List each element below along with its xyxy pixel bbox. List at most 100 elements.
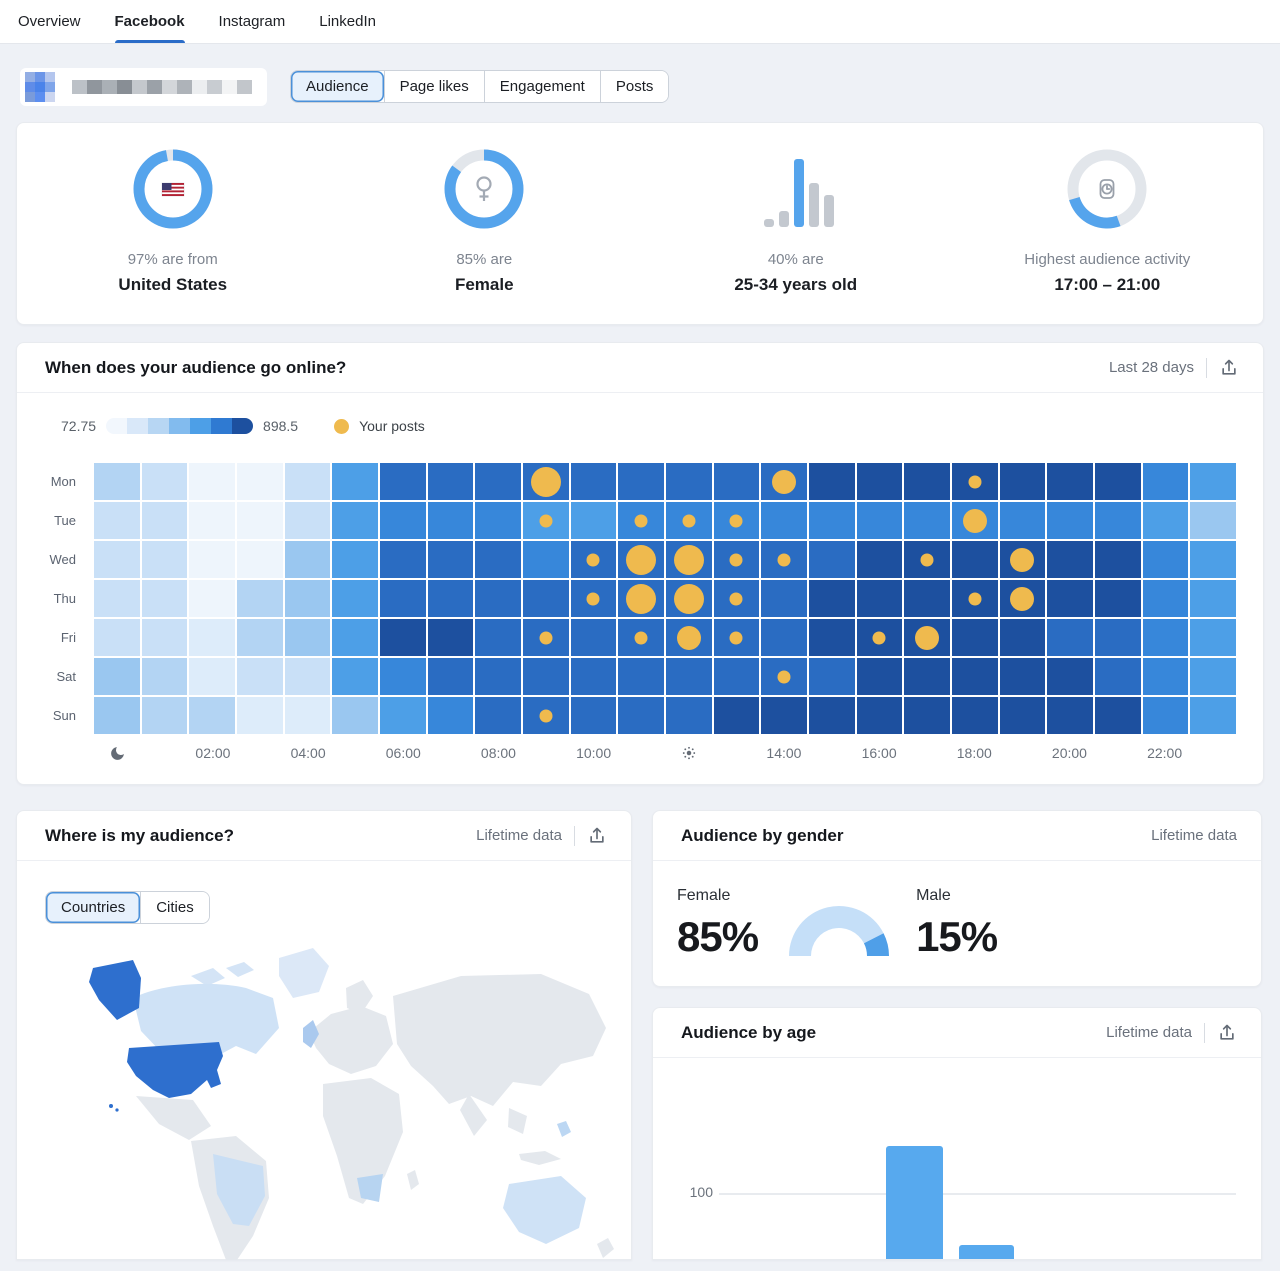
heatmap-cell-sun-16[interactable]: [856, 697, 903, 734]
heatmap-cell-wed-3[interactable]: [237, 541, 283, 578]
your-post-dot[interactable]: [1010, 547, 1035, 572]
heatmap-cell-sat-11[interactable]: [618, 658, 664, 695]
heatmap-cell-tue-7[interactable]: [427, 502, 474, 539]
heatmap-cell-mon-13[interactable]: [713, 463, 760, 500]
heatmap-cell-fri-20[interactable]: [1047, 619, 1093, 656]
heatmap-cell-mon-18[interactable]: [952, 463, 998, 500]
heatmap-cell-sat-5[interactable]: [332, 658, 378, 695]
heatmap-cell-fri-5[interactable]: [332, 619, 378, 656]
heatmap-cell-tue-10[interactable]: [570, 502, 617, 539]
heatmap-cell-sun-2[interactable]: [189, 697, 235, 734]
heatmap-cell-wed-17[interactable]: [904, 541, 950, 578]
heatmap-cell-tue-19[interactable]: [999, 502, 1046, 539]
heatmap-cell-wed-5[interactable]: [332, 541, 378, 578]
heatmap-cell-thu-4[interactable]: [284, 580, 331, 617]
heatmap-cell-mon-23[interactable]: [1190, 463, 1236, 500]
heatmap-cell-sat-2[interactable]: [189, 658, 235, 695]
profile-chip[interactable]: [20, 68, 267, 106]
your-post-dot[interactable]: [530, 466, 561, 497]
heatmap-cell-tue-17[interactable]: [904, 502, 950, 539]
tab-overview[interactable]: Overview: [18, 13, 81, 30]
heatmap-cell-tue-23[interactable]: [1190, 502, 1236, 539]
heatmap-cell-sun-20[interactable]: [1047, 697, 1093, 734]
heatmap-cell-wed-4[interactable]: [284, 541, 331, 578]
heatmap-cell-tue-14[interactable]: [761, 502, 807, 539]
heatmap-cell-thu-9[interactable]: [523, 580, 569, 617]
heatmap-cell-wed-7[interactable]: [427, 541, 474, 578]
heatmap-cell-wed-14[interactable]: [761, 541, 807, 578]
heatmap-cell-sat-1[interactable]: [141, 658, 188, 695]
heatmap-cell-tue-9[interactable]: [523, 502, 569, 539]
heatmap-cell-fri-6[interactable]: [380, 619, 426, 656]
your-post-dot[interactable]: [968, 475, 982, 488]
heatmap-cell-tue-13[interactable]: [713, 502, 760, 539]
heatmap-cell-mon-0[interactable]: [94, 463, 140, 500]
heatmap-cell-fri-0[interactable]: [94, 619, 140, 656]
heatmap-cell-mon-19[interactable]: [999, 463, 1046, 500]
heatmap-cell-mon-10[interactable]: [570, 463, 617, 500]
heatmap-cell-wed-18[interactable]: [952, 541, 998, 578]
heatmap-cell-wed-13[interactable]: [713, 541, 760, 578]
heatmap-cell-sat-15[interactable]: [809, 658, 855, 695]
view-tab-audience[interactable]: Audience: [291, 71, 384, 102]
heatmap-cell-sun-5[interactable]: [332, 697, 378, 734]
heatmap-cell-wed-10[interactable]: [570, 541, 617, 578]
your-post-dot[interactable]: [729, 553, 743, 566]
heatmap-cell-mon-9[interactable]: [523, 463, 569, 500]
heatmap-cell-tue-11[interactable]: [618, 502, 664, 539]
heatmap-cell-sun-1[interactable]: [141, 697, 188, 734]
heatmap-cell-thu-16[interactable]: [856, 580, 903, 617]
heatmap-cell-sun-23[interactable]: [1190, 697, 1236, 734]
your-post-dot[interactable]: [539, 631, 553, 644]
export-button[interactable]: [587, 826, 607, 846]
heatmap-cell-mon-16[interactable]: [856, 463, 903, 500]
date-range-label[interactable]: Last 28 days: [1108, 359, 1194, 376]
heatmap-cell-sat-19[interactable]: [999, 658, 1046, 695]
heatmap-cell-thu-23[interactable]: [1190, 580, 1236, 617]
heatmap-cell-sat-16[interactable]: [856, 658, 903, 695]
your-post-dot[interactable]: [676, 625, 701, 650]
heatmap-cell-tue-12[interactable]: [666, 502, 712, 539]
heatmap-cell-sun-11[interactable]: [618, 697, 664, 734]
heatmap-cell-sun-15[interactable]: [809, 697, 855, 734]
heatmap-cell-sat-4[interactable]: [284, 658, 331, 695]
heatmap-cell-fri-9[interactable]: [523, 619, 569, 656]
heatmap-cell-thu-10[interactable]: [570, 580, 617, 617]
heatmap-cell-mon-21[interactable]: [1095, 463, 1141, 500]
heatmap-cell-sun-21[interactable]: [1095, 697, 1141, 734]
heatmap-cell-fri-10[interactable]: [570, 619, 617, 656]
heatmap-cell-sun-0[interactable]: [94, 697, 140, 734]
your-post-dot[interactable]: [539, 514, 553, 527]
your-post-dot[interactable]: [915, 625, 940, 650]
heatmap-cell-thu-7[interactable]: [427, 580, 474, 617]
your-post-dot[interactable]: [729, 592, 743, 605]
heatmap-cell-tue-8[interactable]: [475, 502, 521, 539]
heatmap-cell-thu-14[interactable]: [761, 580, 807, 617]
heatmap-cell-thu-0[interactable]: [94, 580, 140, 617]
world-map[interactable]: [41, 936, 631, 1261]
your-post-dot[interactable]: [777, 670, 791, 683]
heatmap-cell-sun-14[interactable]: [761, 697, 807, 734]
heatmap-cell-sun-17[interactable]: [904, 697, 950, 734]
heatmap-cell-sat-20[interactable]: [1047, 658, 1093, 695]
heatmap-cell-fri-22[interactable]: [1142, 619, 1189, 656]
heatmap-cell-fri-1[interactable]: [141, 619, 188, 656]
heatmap-cell-thu-13[interactable]: [713, 580, 760, 617]
heatmap-cell-sat-22[interactable]: [1142, 658, 1189, 695]
heatmap-cell-mon-15[interactable]: [809, 463, 855, 500]
your-post-dot[interactable]: [1010, 586, 1035, 611]
geo-toggle-countries[interactable]: Countries: [46, 892, 141, 923]
heatmap-cell-mon-1[interactable]: [141, 463, 188, 500]
your-post-dot[interactable]: [626, 583, 657, 614]
heatmap-cell-sun-19[interactable]: [999, 697, 1046, 734]
heatmap-cell-thu-19[interactable]: [999, 580, 1046, 617]
heatmap-cell-mon-5[interactable]: [332, 463, 378, 500]
heatmap-cell-tue-15[interactable]: [809, 502, 855, 539]
your-post-dot[interactable]: [586, 592, 600, 605]
heatmap-cell-sat-9[interactable]: [523, 658, 569, 695]
your-post-dot[interactable]: [673, 544, 704, 575]
heatmap-cell-tue-0[interactable]: [94, 502, 140, 539]
export-button[interactable]: [1219, 358, 1239, 378]
heatmap-cell-sun-22[interactable]: [1142, 697, 1189, 734]
heatmap-cell-sat-6[interactable]: [380, 658, 426, 695]
